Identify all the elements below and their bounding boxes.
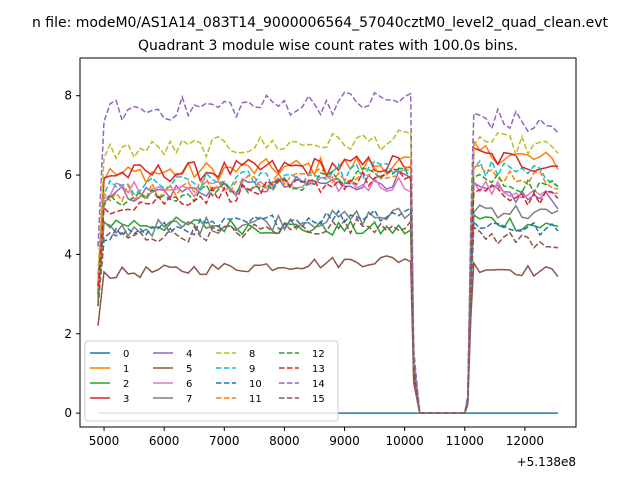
legend-label-14: 14 (312, 379, 325, 390)
y-axis-ticks: 0 2 4 6 8 (64, 89, 80, 420)
x-tick-label: 7000 (209, 434, 240, 448)
plot-frame (79, 57, 577, 428)
series-line-9 (97, 159, 559, 414)
legend-label-6: 6 (186, 379, 192, 390)
series-layer (97, 91, 559, 414)
y-tick-label: 2 (64, 327, 72, 341)
legend-label-15: 15 (312, 394, 325, 405)
legend-label-10: 10 (249, 379, 262, 390)
legend-label-8: 8 (249, 349, 255, 360)
x-axis-ticks: 5000 6000 7000 8000 9000 10000 11000 12000 (89, 427, 544, 448)
series-line-15 (97, 217, 559, 414)
y-tick-label: 6 (64, 168, 72, 182)
series-line-6 (97, 175, 559, 414)
x-offset-label: +5.138e8 (517, 455, 576, 469)
legend-label-7: 7 (186, 394, 192, 405)
x-tick-label: 9000 (329, 434, 360, 448)
x-tick-label: 5000 (89, 434, 120, 448)
legend-label-9: 9 (249, 364, 255, 375)
x-tick-label: 12000 (506, 434, 544, 448)
series-line-2 (97, 213, 559, 414)
series-line-12 (97, 167, 559, 414)
legend-frame (84, 340, 339, 422)
legend-label-1: 1 (123, 364, 129, 375)
y-tick-label: 0 (64, 406, 72, 420)
series-line-5 (97, 255, 559, 414)
series-line-7 (97, 204, 559, 414)
x-tick-label: 8000 (269, 434, 300, 448)
series-line-1 (97, 139, 559, 414)
legend-label-5: 5 (186, 364, 192, 375)
legend-label-12: 12 (312, 349, 325, 360)
legend-label-13: 13 (312, 364, 325, 375)
series-line-10 (97, 206, 559, 414)
x-tick-label: 6000 (149, 434, 180, 448)
legend-label-11: 11 (249, 394, 262, 405)
legend-label-2: 2 (123, 379, 129, 390)
series-line-8 (97, 129, 559, 414)
series-line-11 (97, 164, 559, 414)
series-line-3 (97, 147, 559, 414)
x-tick-label: 11000 (446, 434, 484, 448)
y-tick-label: 8 (64, 89, 72, 103)
x-tick-label: 10000 (386, 434, 424, 448)
legend-label-3: 3 (123, 394, 129, 405)
legend-label-4: 4 (186, 349, 192, 360)
figure-suptitle: n file: modeM0/AS1A14_083T14_9000006564_… (32, 15, 609, 31)
y-tick-label: 4 (64, 247, 72, 261)
chart-title: Quadrant 3 module wise count rates with … (138, 38, 518, 54)
series-line-14 (97, 91, 559, 414)
legend-label-0: 0 (123, 349, 129, 360)
series-line-13 (97, 168, 559, 414)
